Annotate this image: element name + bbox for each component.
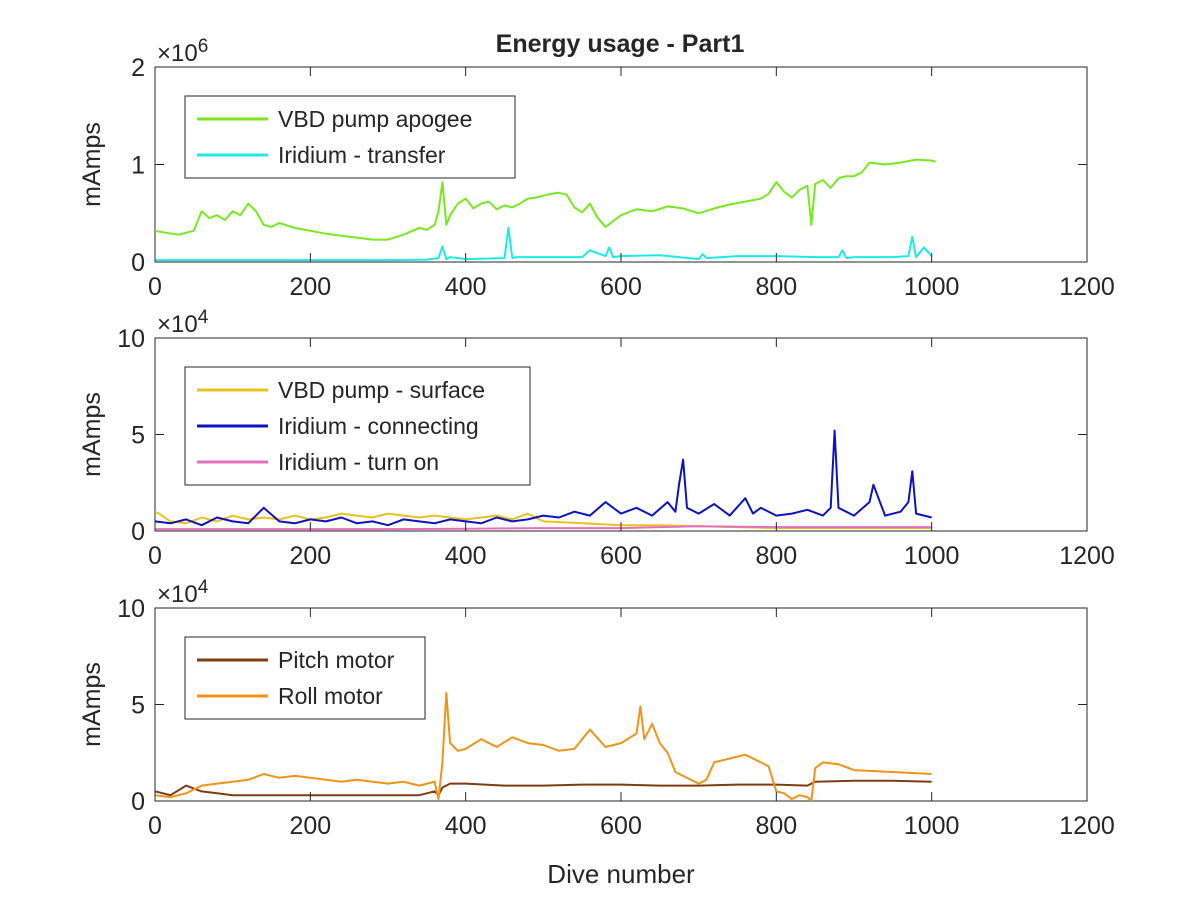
y-tick-label: 5: [131, 422, 145, 450]
series-line-iridium-connecting: [155, 429, 932, 527]
x-tick-label: 800: [755, 812, 797, 840]
legend-box: [184, 95, 516, 179]
series-line-roll-motor: [155, 691, 932, 801]
y-exponent-power: 4: [198, 577, 209, 598]
series-line-vbd-pump-apogee: [155, 158, 936, 241]
legend-entry: Iridium - turn on: [278, 449, 439, 475]
legend-1: VBD pump apogee Iridium - transfer: [184, 95, 516, 179]
y-tick-label: 0: [131, 518, 145, 546]
y-tick-label: 10: [117, 325, 145, 353]
x-tick-label: 400: [445, 273, 487, 301]
x-tick-label: 1200: [1059, 273, 1115, 301]
x-tick-label: 600: [600, 812, 642, 840]
x-tick-label: 200: [289, 542, 331, 570]
x-axis-label: Dive number: [547, 859, 695, 889]
legend-entry: Roll motor: [278, 683, 383, 709]
chart-panel-3: 0 200 400 600 800 1000 1200 0 5 10 ×104 mAmps Dive n…: [78, 577, 1115, 889]
series-line-iridium-turn-on: [155, 525, 932, 531]
chart-panel-1: 0 200 400 600 800 1000 1200 0 1 2 ×106 mAmps VBD pum…: [78, 36, 1115, 301]
y-tick-label: 0: [131, 249, 145, 277]
x-tick-label: 0: [148, 273, 162, 301]
legend-entry: Iridium - connecting: [278, 413, 479, 439]
x-tick-label: 0: [148, 812, 162, 840]
y-exponent-base: ×10: [157, 581, 198, 608]
y-exponent-power: 4: [198, 307, 209, 328]
y-exponent-power: 6: [198, 36, 209, 57]
x-tick-label: 1200: [1059, 542, 1115, 570]
y-axis-label: mAmps: [78, 122, 106, 207]
y-exponent-base: ×10: [157, 40, 198, 67]
x-tick-label: 800: [755, 273, 797, 301]
y-axis-label: mAmps: [78, 392, 106, 477]
legend-entry: VBD pump apogee: [278, 106, 472, 132]
legend-entry: Iridium - transfer: [278, 142, 446, 168]
x-tick-label: 400: [445, 812, 487, 840]
y-tick-label: 0: [131, 788, 145, 816]
x-tick-label: 1000: [904, 812, 960, 840]
y-exponent-base: ×10: [157, 311, 198, 338]
series-line-iridium-transfer: [155, 226, 933, 262]
x-tick-label: 1000: [904, 542, 960, 570]
legend-entry: Pitch motor: [278, 647, 395, 673]
y-tick-label: 10: [117, 595, 145, 623]
x-tick-label: 200: [289, 273, 331, 301]
x-tick-label: 1200: [1059, 812, 1115, 840]
x-tick-label: 1000: [904, 273, 960, 301]
legend-2: VBD pump - surface Iridium - connecting Ir…: [184, 366, 531, 486]
y-tick-label: 2: [131, 54, 145, 82]
x-tick-label: 400: [445, 542, 487, 570]
legend-entry: VBD pump - surface: [278, 377, 485, 403]
x-tick-label: 600: [600, 542, 642, 570]
y-tick-label: 5: [131, 692, 145, 720]
x-tick-label: 800: [755, 542, 797, 570]
series-line-pitch-motor: [155, 779, 932, 797]
y-tick-label: 1: [131, 152, 145, 180]
x-tick-label: 200: [289, 812, 331, 840]
x-tick-label: 0: [148, 542, 162, 570]
figure-title: Energy usage - Part1: [496, 30, 745, 58]
legend-box: [184, 636, 426, 720]
chart-panel-2: 0 200 400 600 800 1000 1200 0 5 10 ×104 mAmps VBD pu…: [78, 307, 1115, 570]
legend-3: Pitch motor Roll motor: [184, 636, 426, 720]
y-exponent-label: ×104: [157, 307, 209, 338]
y-exponent-label: ×104: [157, 577, 209, 608]
x-tick-label: 600: [600, 273, 642, 301]
y-axis-label: mAmps: [78, 662, 106, 747]
y-exponent-label: ×106: [157, 36, 208, 67]
